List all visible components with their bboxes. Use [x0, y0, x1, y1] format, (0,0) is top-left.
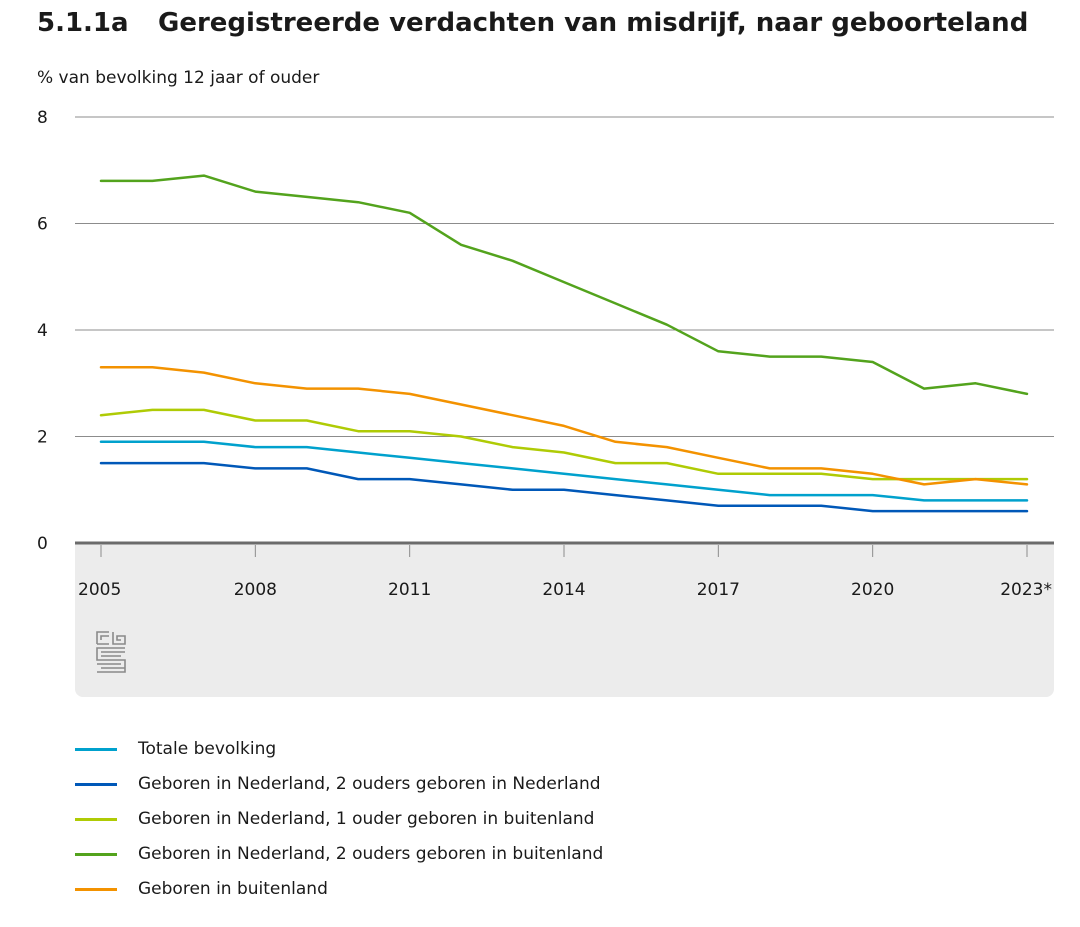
series-line-1	[99, 461, 1029, 513]
legend-label: Geboren in Nederland, 2 ouders geboren i…	[138, 774, 601, 794]
series-lines	[99, 174, 1029, 513]
x-tick-label: 2020	[851, 580, 894, 600]
y-tick-label: 8	[37, 108, 48, 128]
legend-label: Geboren in Nederland, 2 ouders geboren i…	[138, 844, 604, 864]
x-tick-label: 2011	[388, 580, 431, 600]
cbs-logo	[96, 631, 126, 673]
series-line-3	[99, 174, 1029, 396]
x-tick-label: 2005	[78, 580, 121, 600]
legend-swatch	[75, 783, 117, 786]
legend-swatch	[75, 818, 117, 821]
series-line-0	[99, 440, 1029, 502]
legend-label: Totale bevolking	[138, 739, 277, 759]
y-tick-label: 6	[37, 215, 48, 235]
legend-swatch	[75, 888, 117, 891]
chart-number: 5.1.1a	[37, 8, 129, 38]
chart-title: 5.1.1a Geregistreerde verdachten van misd…	[37, 8, 1028, 38]
x-tick-label: 2023*	[1000, 580, 1052, 600]
x-tick-label: 2014	[542, 580, 585, 600]
line-chart: 0 2 4 6 8 2005 2008 2011 2014 2017 2020 2023*	[37, 108, 1054, 697]
y-axis-ticks: 0 2 4 6 8	[37, 108, 48, 554]
gridlines	[75, 116, 1054, 437]
legend-label: Geboren in Nederland, 1 ouder geboren in…	[138, 809, 595, 829]
x-tick-label: 2008	[234, 580, 277, 600]
chart-title-text: Geregistreerde verdachten van misdrijf, …	[158, 8, 1029, 38]
y-tick-label: 0	[37, 534, 48, 554]
x-axis-band	[75, 543, 1054, 697]
y-tick-label: 4	[37, 321, 48, 341]
series-line-4	[99, 366, 1029, 486]
x-axis-ticks: 2005 2008 2011 2014 2017 2020 2023*	[78, 545, 1052, 600]
y-axis-unit-label: % van bevolking 12 jaar of ouder	[37, 68, 320, 88]
legend-swatch	[75, 853, 117, 856]
legend-swatch	[75, 748, 117, 751]
x-tick-label: 2017	[697, 580, 740, 600]
series-line-2	[99, 408, 1029, 481]
y-tick-label: 2	[37, 428, 48, 448]
legend-label: Geboren in buitenland	[138, 879, 328, 899]
